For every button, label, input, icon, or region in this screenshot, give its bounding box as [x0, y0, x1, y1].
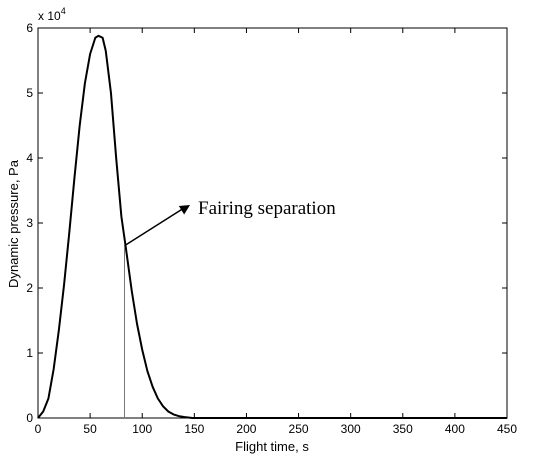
x-tick-label: 0 — [35, 422, 42, 436]
series-line — [37, 34, 507, 419]
y-multiplier-exponent: 4 — [61, 6, 66, 16]
x-axis-label: Flight time, s — [235, 439, 309, 454]
y-tick-label: 6 — [26, 21, 33, 35]
y-tick-label: 5 — [26, 86, 33, 100]
series-layer — [37, 34, 507, 419]
x-tick-label: 250 — [289, 422, 309, 436]
y-tick-label: 3 — [26, 216, 33, 230]
annotation-label: Fairing separation — [198, 198, 336, 219]
x-tick-label: 450 — [497, 422, 517, 436]
ticks-layer: 0 50 100 150 200 250 300 350 400 450 0 1 2 3 4 5 6 — [26, 21, 517, 436]
y-tick-label: 2 — [26, 281, 33, 295]
y-tick-label: 0 — [26, 411, 33, 425]
y-multiplier-base: x 10 — [38, 9, 61, 23]
plot-frame — [37, 27, 508, 419]
y-multiplier-label: x 104 — [38, 6, 66, 23]
axes-layer — [37, 27, 508, 419]
y-axis-label: Dynamic pressure, Pa — [6, 159, 21, 288]
x-tick-label: 200 — [236, 422, 256, 436]
annotation-arrow-head — [178, 205, 190, 215]
annotation-arrow-shaft — [124, 207, 185, 247]
x-tick-label: 100 — [132, 422, 152, 436]
x-tick-label: 350 — [393, 422, 413, 436]
x-tick-label: 150 — [184, 422, 204, 436]
y-tick-label: 4 — [26, 151, 33, 165]
x-tick-label: 400 — [445, 422, 465, 436]
x-tick-label: 50 — [83, 422, 97, 436]
y-tick-label: 1 — [26, 346, 33, 360]
x-tick-label: 300 — [341, 422, 361, 436]
annotation-layer — [124, 205, 190, 418]
